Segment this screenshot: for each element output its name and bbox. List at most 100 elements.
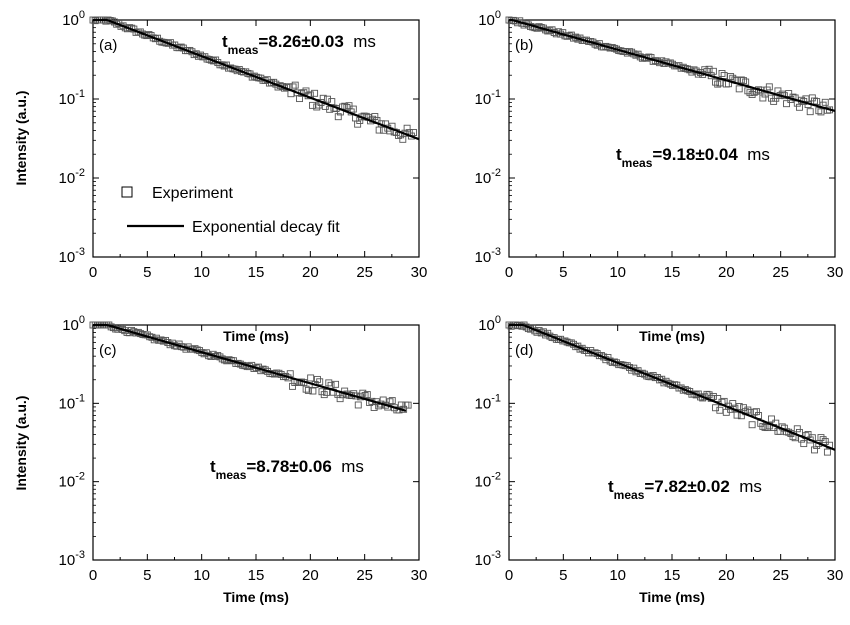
x-tick-label: 0 bbox=[89, 567, 97, 584]
x-axis-title: Time (ms) bbox=[223, 328, 289, 344]
data-point bbox=[737, 76, 745, 84]
y-tick-label: 10-1 bbox=[59, 392, 85, 412]
data-point bbox=[379, 126, 387, 134]
data-point bbox=[709, 392, 717, 400]
tmeas-annotation: tmeas=8.26±0.03 ms bbox=[222, 32, 376, 57]
data-point bbox=[705, 65, 713, 73]
panel-label: (c) bbox=[99, 342, 117, 359]
y-axis-title: Intensity (a.u.) bbox=[13, 91, 29, 186]
data-point bbox=[397, 401, 405, 409]
data-point bbox=[802, 95, 810, 103]
data-point bbox=[768, 415, 775, 423]
data-point bbox=[289, 83, 297, 91]
data-point bbox=[309, 387, 317, 395]
tmeas-annotation: tmeas=9.18±0.04 ms bbox=[616, 145, 770, 170]
data-point bbox=[748, 421, 756, 429]
data-point bbox=[752, 408, 760, 416]
x-tick-label: 10 bbox=[609, 264, 626, 281]
y-tick-label: 10-2 bbox=[59, 167, 85, 187]
y-tick-label: 100 bbox=[62, 314, 85, 334]
x-tick-label: 5 bbox=[559, 567, 567, 584]
x-tick-label: 20 bbox=[302, 264, 319, 281]
data-point bbox=[795, 103, 803, 111]
data-point bbox=[296, 95, 303, 103]
data-point bbox=[703, 390, 711, 398]
x-tick-label: 30 bbox=[827, 264, 844, 281]
data-point bbox=[324, 95, 331, 103]
data-point bbox=[332, 380, 340, 388]
plot-frame bbox=[508, 324, 836, 561]
y-tick-label: 10-2 bbox=[475, 471, 501, 491]
data-point bbox=[354, 401, 362, 409]
data-point bbox=[759, 422, 767, 430]
data-point bbox=[302, 385, 310, 393]
tmeas-annotation: tmeas=8.78±0.06 ms bbox=[210, 457, 364, 482]
plot-frame bbox=[92, 324, 420, 561]
data-point bbox=[740, 77, 747, 85]
data-point bbox=[819, 436, 827, 444]
panel-a: 0 5 10 15 20 25 30 10-3 10-2 10-1 100 (a) tmeas=8.26… bbox=[13, 9, 427, 281]
data-point bbox=[328, 98, 336, 106]
x-tick-label: 0 bbox=[89, 264, 97, 281]
tmeas-annotation: tmeas=7.82±0.02 ms bbox=[608, 477, 762, 502]
data-point bbox=[354, 120, 362, 128]
data-point bbox=[307, 374, 315, 382]
data-point bbox=[403, 124, 411, 132]
data-point bbox=[763, 424, 771, 432]
data-point bbox=[289, 382, 296, 390]
panel-label: (a) bbox=[99, 37, 117, 54]
data-point bbox=[404, 401, 412, 409]
x-tick-label: 15 bbox=[664, 264, 681, 281]
panel-d: 0 5 10 15 20 25 30 10-3 10-2 10-1 100 (d) tmeas=7.82… bbox=[475, 314, 844, 584]
y-tick-label: 100 bbox=[478, 314, 501, 334]
data-point bbox=[326, 105, 334, 113]
data-point bbox=[714, 395, 722, 402]
data-point bbox=[363, 391, 371, 399]
data-point bbox=[341, 102, 349, 110]
panel-b: 0 5 10 15 20 25 30 10-3 10-2 10-1 100 (b) tmeas=9.18… bbox=[475, 9, 844, 281]
data-point bbox=[308, 101, 316, 109]
x-tick-label: 15 bbox=[248, 264, 265, 281]
data-point bbox=[714, 80, 722, 88]
data-point bbox=[386, 398, 394, 406]
x-axis-title-bottom: Time (ms) bbox=[639, 589, 705, 605]
x-axis-title-bottom: Time (ms) bbox=[223, 589, 289, 605]
x-tick-label: 10 bbox=[193, 264, 210, 281]
data-point bbox=[323, 388, 330, 396]
data-point bbox=[291, 81, 299, 89]
x-tick-label: 5 bbox=[143, 567, 151, 584]
data-point bbox=[709, 67, 717, 75]
fit-line bbox=[93, 18, 420, 141]
x-tick-label: 25 bbox=[356, 567, 373, 584]
data-point bbox=[705, 391, 713, 399]
data-point bbox=[815, 107, 823, 115]
data-point bbox=[793, 425, 801, 433]
data-point bbox=[806, 436, 814, 444]
data-point bbox=[821, 98, 829, 106]
legend-label-experiment: Experiment bbox=[152, 185, 233, 202]
data-point bbox=[359, 389, 367, 397]
data-point bbox=[817, 434, 825, 442]
data-point bbox=[735, 403, 743, 410]
fit-line bbox=[509, 18, 836, 113]
x-tick-label: 10 bbox=[193, 567, 210, 584]
x-tick-label: 15 bbox=[248, 567, 265, 584]
data-point bbox=[716, 79, 724, 87]
data-point bbox=[375, 126, 383, 134]
data-point bbox=[399, 135, 407, 143]
data-point bbox=[379, 396, 387, 404]
data-point bbox=[334, 113, 342, 121]
x-tick-label: 30 bbox=[827, 567, 844, 584]
data-point bbox=[733, 411, 741, 419]
fit-line bbox=[93, 323, 407, 412]
data-point bbox=[821, 438, 829, 445]
data-point bbox=[304, 386, 312, 394]
y-tick-label: 100 bbox=[62, 9, 85, 29]
data-point bbox=[735, 85, 743, 93]
data-point bbox=[712, 404, 719, 412]
x-tick-label: 10 bbox=[609, 567, 626, 584]
data-point bbox=[718, 70, 726, 77]
data-point bbox=[336, 395, 344, 403]
x-tick-label: 20 bbox=[302, 567, 319, 584]
